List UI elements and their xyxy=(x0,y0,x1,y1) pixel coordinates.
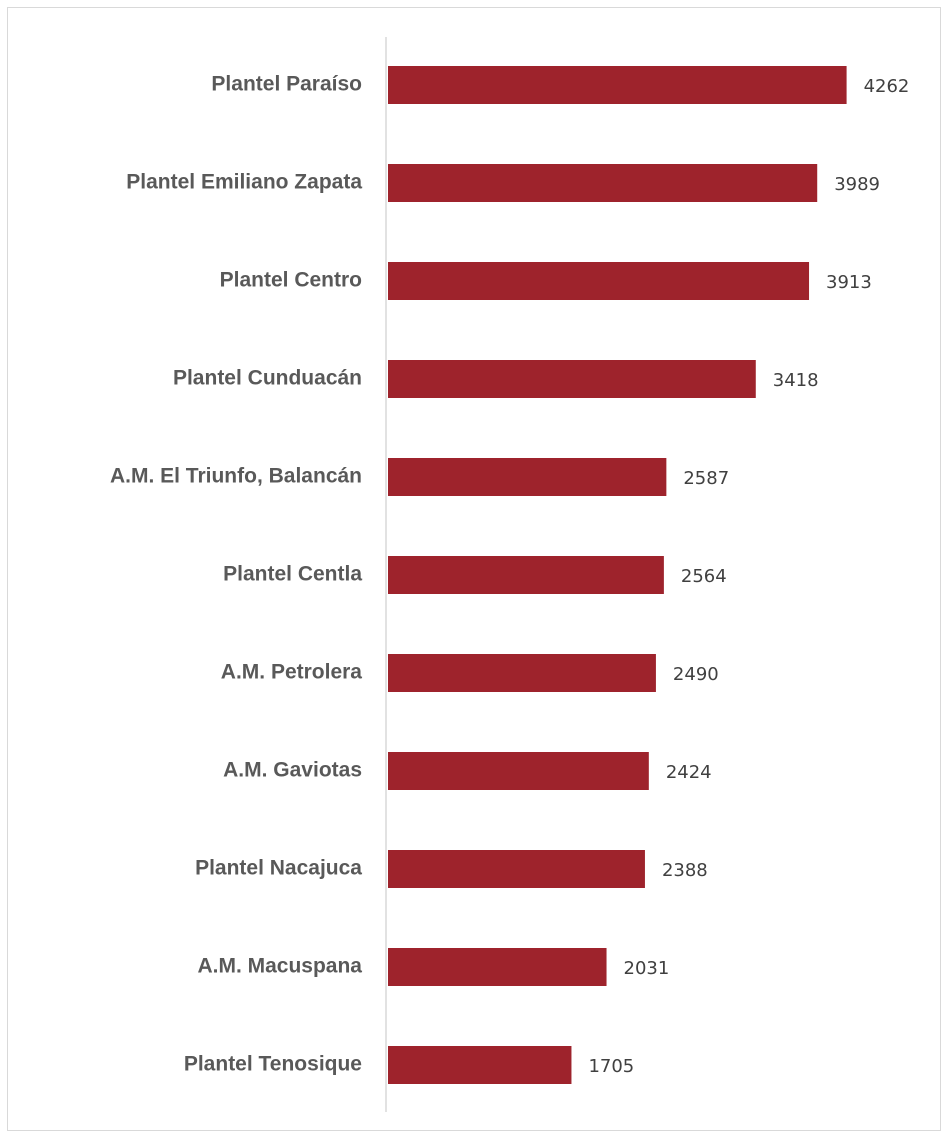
category-label: Plantel Paraíso xyxy=(211,73,362,96)
data-label: 2587 xyxy=(683,468,729,489)
category-label: A.M. Gaviotas xyxy=(223,759,362,782)
bar xyxy=(388,654,656,692)
data-label: 2031 xyxy=(624,958,670,979)
category-label: Plantel Emiliano Zapata xyxy=(126,171,362,194)
bar xyxy=(388,1046,572,1084)
data-label: 2388 xyxy=(662,860,708,881)
bar xyxy=(388,850,645,888)
category-label: A.M. Macuspana xyxy=(197,955,362,978)
bar xyxy=(388,948,607,986)
category-label: Plantel Nacajuca xyxy=(195,857,362,880)
data-label: 3989 xyxy=(834,174,880,195)
category-label: A.M. Petrolera xyxy=(221,661,363,684)
bar xyxy=(388,556,664,594)
bar xyxy=(388,360,756,398)
category-label: Plantel Centro xyxy=(220,269,362,292)
data-label: 3913 xyxy=(826,272,872,293)
data-label: 2424 xyxy=(666,762,712,783)
data-label: 3418 xyxy=(773,370,819,391)
bar xyxy=(388,458,667,496)
data-label: 4262 xyxy=(864,76,910,97)
bar xyxy=(388,66,847,104)
bar xyxy=(388,262,810,300)
bar xyxy=(388,164,818,202)
data-label: 2490 xyxy=(673,664,719,685)
bar xyxy=(388,752,649,790)
category-label: Plantel Tenosique xyxy=(184,1053,362,1076)
data-label: 1705 xyxy=(588,1056,634,1077)
category-label: Plantel Cunduacán xyxy=(173,367,362,390)
data-label: 2564 xyxy=(681,566,727,587)
category-label: Plantel Centla xyxy=(223,563,362,586)
category-label: A.M. El Triunfo, Balancán xyxy=(110,465,362,488)
